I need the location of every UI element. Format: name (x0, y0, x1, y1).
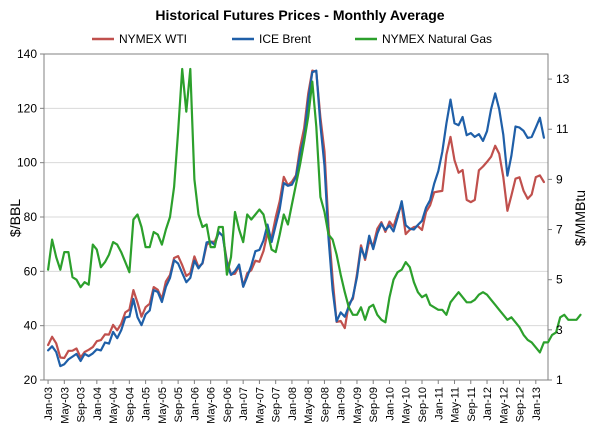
left-tick-label: 80 (24, 210, 38, 224)
x-tick-label: Sep-04 (124, 387, 136, 422)
chart-title: Historical Futures Prices - Monthly Aver… (155, 7, 444, 23)
x-tick-label: May-03 (59, 387, 71, 424)
x-tick-label: Sep-11 (466, 387, 478, 422)
x-tick-label: Jan-08 (287, 387, 299, 421)
x-tick-label: Sep-03 (76, 387, 88, 422)
legend: NYMEX WTI ICE Brent NYMEX Natural Gas (92, 32, 492, 46)
right-tick-label: 11 (556, 122, 569, 136)
x-tick-label: May-12 (498, 387, 510, 424)
x-axis-ticks: Jan-03 May-03 Sep-03 Jan-04 May-04 Sep-04 Jan-… (43, 380, 543, 424)
x-tick-label: Sep-07 (271, 387, 283, 422)
left-tick-label: 100 (17, 156, 37, 170)
x-tick-label: Jan-03 (43, 387, 55, 421)
left-tick-label: 60 (24, 264, 38, 278)
x-tick-label: Sep-05 (173, 387, 185, 422)
x-tick-label: May-08 (303, 387, 315, 424)
left-tick-label: 120 (17, 101, 37, 115)
x-tick-label: May-07 (254, 387, 266, 424)
x-tick-label: Sep-12 (515, 387, 527, 422)
x-tick-label: Jan-07 (238, 387, 250, 421)
right-tick-label: 5 (556, 273, 563, 287)
series-line-nymex-natural-gas (46, 67, 582, 354)
x-tick-label: Sep-08 (319, 387, 331, 422)
legend-label: NYMEX Natural Gas (382, 32, 492, 46)
right-tick-label: 1 (556, 373, 563, 387)
x-tick-label: Sep-09 (368, 387, 380, 422)
x-tick-label: May-06 (206, 387, 218, 424)
right-tick-label: 3 (556, 323, 563, 337)
left-tick-label: 140 (17, 47, 37, 61)
y-axis-label-right: $/MMBtu (572, 190, 588, 246)
series-lines (46, 67, 582, 368)
right-tick-label: 13 (556, 72, 570, 86)
legend-label: NYMEX WTI (119, 32, 187, 46)
left-tick-label: 40 (24, 319, 38, 333)
x-tick-label: Jan-13 (531, 387, 543, 421)
x-tick-label: Jan-04 (92, 387, 104, 421)
series-line-ice-brent (46, 69, 546, 368)
x-tick-label: May-09 (352, 387, 364, 424)
left-axis-ticks: 20 40 60 80 100 120 140 (17, 47, 44, 387)
x-tick-label: Jan-05 (141, 387, 153, 421)
x-tick-label: May-10 (401, 387, 413, 424)
x-tick-label: Jan-09 (336, 387, 348, 421)
x-tick-label: Sep-06 (222, 387, 234, 422)
x-tick-label: Jan-10 (384, 387, 396, 421)
x-tick-label: May-05 (157, 387, 169, 424)
y-axis-label-left: $/BBL (7, 199, 23, 237)
x-tick-label: Jan-12 (482, 387, 494, 421)
x-tick-label: Jan-06 (189, 387, 201, 421)
right-tick-label: 7 (556, 223, 563, 237)
x-tick-label: Sep-10 (417, 387, 429, 422)
right-tick-label: 9 (556, 172, 563, 186)
legend-label: ICE Brent (259, 32, 312, 46)
x-tick-label: Jan-11 (433, 387, 445, 420)
left-tick-label: 20 (24, 373, 38, 387)
x-tick-label: May-11 (450, 387, 462, 423)
x-tick-label: May-04 (108, 387, 120, 424)
